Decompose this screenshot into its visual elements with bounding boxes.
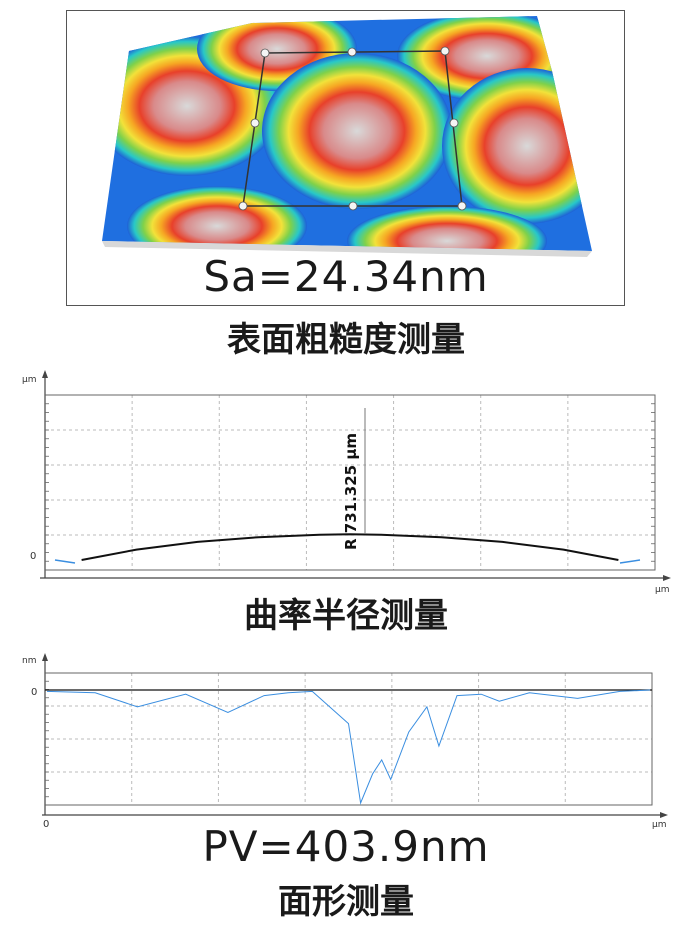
curvature-chart-axes: [40, 370, 671, 581]
y-axis-arrow: [42, 370, 48, 378]
form-chart-series: [46, 689, 651, 805]
form-x-tick-0: 0: [43, 819, 49, 830]
form-y-unit: nm: [22, 656, 36, 666]
curvature-profile-line: [81, 533, 619, 561]
roughness-readout: Sa=24.34nm: [203, 252, 489, 301]
surface-3d-render: [102, 16, 592, 257]
roughness-caption: 表面粗糙度测量: [227, 320, 465, 360]
curvature-caption: 曲率半径测量: [244, 596, 448, 636]
profile-tail-left: [54, 559, 76, 564]
form-caption: 面形测量: [278, 882, 414, 922]
curvature-y-tick-0: 0: [30, 551, 36, 562]
profile-tail-right: [619, 559, 641, 564]
surface-edge: [102, 241, 592, 257]
pv-readout: PV=403.9nm: [202, 822, 490, 871]
curvature-chart-series: [54, 408, 641, 564]
y-axis-arrow: [42, 653, 48, 661]
radius-annotation: R 731.325 µm: [342, 433, 360, 550]
form-chart-axes: [42, 653, 668, 818]
form-x-unit: µm: [652, 820, 667, 830]
curvature-chart: µm µm 0 R 731.325 µm: [22, 370, 671, 595]
surface-figure-frame: [66, 10, 625, 306]
dome-7: [347, 206, 547, 251]
measurement-region-handles: [238, 46, 467, 211]
curvature-x-unit: µm: [655, 585, 670, 595]
x-axis-arrow: [663, 575, 671, 581]
x-axis-arrow: [660, 812, 668, 818]
dome-5: [442, 68, 592, 224]
form-y-tick-0: 0: [31, 687, 37, 698]
form-profile-line: [46, 689, 651, 805]
form-chart-grid: [45, 673, 652, 805]
form-chart: nm µm 0 0: [22, 653, 668, 830]
dome-4: [262, 53, 452, 209]
curvature-y-unit: µm: [22, 375, 37, 385]
